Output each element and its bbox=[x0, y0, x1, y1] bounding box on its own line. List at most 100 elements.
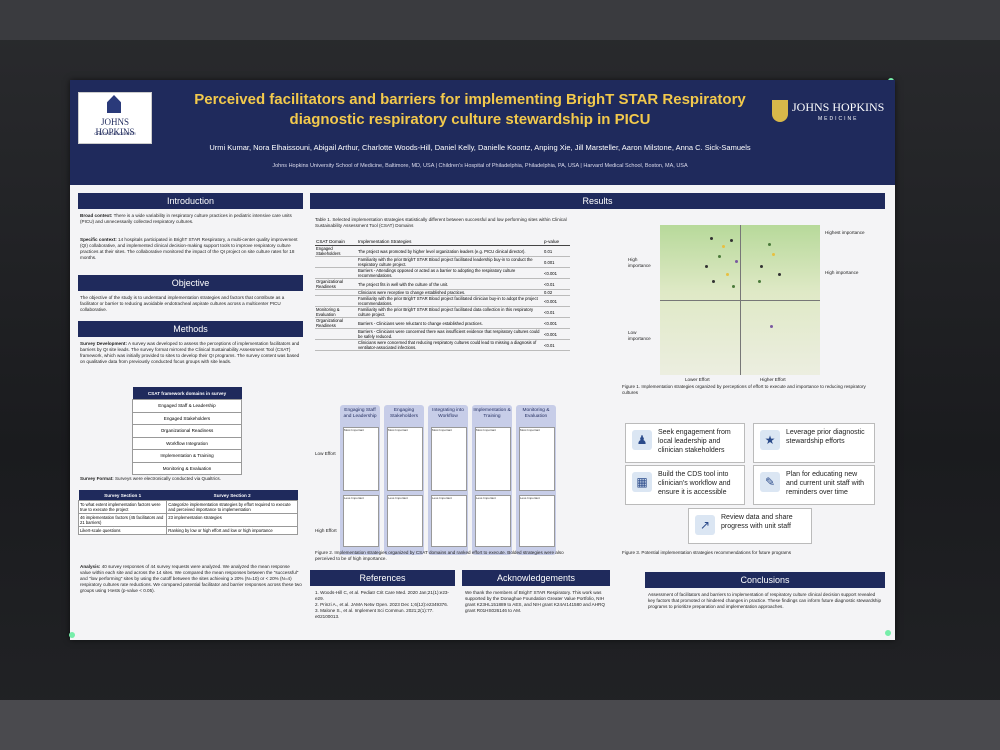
table-cell: 0.02 bbox=[543, 289, 570, 296]
recommendation-card: ↗ Review data and share progress with un… bbox=[688, 508, 812, 544]
table-cell: Barriers - Clinicians were concerned the… bbox=[357, 328, 543, 340]
most-important-box: Most Important bbox=[475, 427, 511, 491]
table-row: Clinicians were receptive to change esta… bbox=[315, 289, 570, 296]
table-row: Organizational Readiness The project fits… bbox=[315, 278, 570, 290]
less-important-box: Less Important bbox=[343, 495, 379, 547]
table-cell: Categorize implementation strategies by … bbox=[166, 500, 298, 514]
intro-specific-context: Specific context: 14 hospitals participa… bbox=[80, 237, 302, 261]
strategy-point bbox=[778, 273, 781, 276]
table-cell: <0.001 bbox=[543, 317, 570, 329]
table-cell: The project was promoted by higher level… bbox=[357, 245, 543, 257]
trend-chart-icon: ↗ bbox=[695, 515, 715, 535]
poster: JOHNS HOPKINS CHILDREN'S CENTER Perceive… bbox=[69, 78, 895, 640]
text: 40 survey responses of 44 survey request… bbox=[80, 564, 302, 593]
table-cell bbox=[315, 328, 357, 340]
table-cell: The project fits in well with the cultur… bbox=[357, 278, 543, 290]
introduction-heading: Introduction bbox=[78, 193, 303, 209]
table-cell: Engaged Staff & Leadership bbox=[132, 399, 242, 413]
fig1-lower-effort-label: Lower Effort bbox=[685, 377, 710, 382]
fig1-low-importance-label: Low importance bbox=[628, 330, 651, 341]
reference-item: 3. Malone S., et al. Implement Sci Commu… bbox=[315, 608, 434, 619]
box-label: Less Important bbox=[388, 496, 408, 500]
strategy-point bbox=[772, 253, 775, 256]
recommendation-card: ✎ Plan for educating new and current uni… bbox=[753, 465, 875, 505]
table-row: Barriers - Attendings opposed or acted a… bbox=[315, 267, 570, 279]
text: There is a wide variability in respirato… bbox=[80, 213, 292, 224]
figure1-quadrant-plot bbox=[660, 225, 820, 375]
people-icon: ♟ bbox=[632, 430, 652, 450]
table-header: Survey Section 2 bbox=[166, 490, 298, 501]
strategy-point bbox=[718, 255, 721, 258]
column-title: Engaging Stakeholders bbox=[390, 408, 418, 419]
table-row: Clinicians were concerned that reducing … bbox=[315, 339, 570, 351]
label: Analysis: bbox=[80, 564, 101, 569]
strategy-point bbox=[732, 285, 735, 288]
table-cell: <0.01 bbox=[543, 278, 570, 290]
box-label: Most Important bbox=[388, 428, 409, 432]
most-important-box: Most Important bbox=[519, 427, 555, 491]
methods-analysis: Analysis: 40 survey responses of 44 surv… bbox=[80, 564, 302, 594]
column-title: Implementation & Training bbox=[473, 408, 511, 419]
table-row: Familiarity with the prior BrighT STAR B… bbox=[315, 256, 570, 268]
csat-domains-table: CSAT framework domains in survey Engaged… bbox=[132, 387, 242, 475]
box-label: Most Important bbox=[520, 428, 541, 432]
table-cell: Familiarity with the prior BrighT STAR B… bbox=[357, 306, 543, 318]
box-label: Less Important bbox=[476, 496, 496, 500]
fig1-highest-importance-label: Highest importance bbox=[825, 230, 865, 235]
group-icon: ★ bbox=[760, 430, 780, 450]
fig1-high-importance-label: High importance bbox=[628, 257, 651, 268]
figure2-csat-columns: Engaging Staff and Leadership Most Impor… bbox=[340, 405, 585, 555]
table-cell bbox=[315, 256, 357, 268]
table-cell: Ranking by low or high effort and low or… bbox=[166, 526, 298, 535]
childrens-center-logo: JOHNS HOPKINS CHILDREN'S CENTER bbox=[78, 92, 152, 144]
most-important-box: Most Important bbox=[343, 427, 379, 491]
strategy-point bbox=[768, 243, 771, 246]
text: Surveys were electronically conducted vi… bbox=[114, 476, 221, 481]
acknowledgements-heading: Acknowledgements bbox=[462, 570, 610, 586]
recommendation-card: ★ Leverage prior diagnostic stewardship … bbox=[753, 423, 875, 463]
strategy-point bbox=[705, 265, 708, 268]
conclusions-text: Assessment of facilitators and barriers … bbox=[648, 592, 882, 609]
acknowledgements-text: We thank the members of BrighT STAR Resp… bbox=[465, 590, 605, 613]
table-cell: Clinicians were concerned that reducing … bbox=[357, 339, 543, 351]
table1: CSAT Domain Implementation Strategies p-… bbox=[315, 238, 570, 351]
table-header: Implementation Strategies bbox=[357, 238, 543, 246]
text: A survey was developed to assess the per… bbox=[80, 341, 300, 364]
table-cell: Familiarity with the prior BrighT STAR B… bbox=[357, 295, 543, 307]
label: Survey Format: bbox=[80, 476, 114, 481]
results-heading: Results bbox=[310, 193, 885, 209]
logo-subtext: MEDICINE bbox=[818, 116, 859, 122]
card-text: Seek engagement from local leadership an… bbox=[658, 429, 731, 454]
pushpin bbox=[885, 630, 891, 636]
monitor-icon: ▦ bbox=[632, 472, 652, 492]
box-label: Less Important bbox=[520, 496, 540, 500]
fig2-column: Engaging Stakeholders Most Important Les… bbox=[384, 405, 424, 555]
label: Survey Development: bbox=[80, 341, 127, 346]
poster-title: Perceived facilitators and barriers for … bbox=[194, 91, 746, 128]
table-cell: Engaged Stakeholders bbox=[315, 245, 357, 257]
fig2-caption: Figure 2. Implementation strategies orga… bbox=[315, 550, 564, 561]
fig2-column: Implementation & Training Most Important… bbox=[472, 405, 512, 555]
table-cell: To what extent implementation factors we… bbox=[77, 500, 168, 514]
most-important-box: Most Important bbox=[431, 427, 467, 491]
box-label: Less Important bbox=[344, 496, 364, 500]
table1-caption: Table 1. Selected implementation strateg… bbox=[315, 217, 567, 228]
strategy-point bbox=[735, 260, 738, 263]
table-row: Engaged Stakeholders The project was prom… bbox=[315, 245, 570, 257]
table-cell: 0.01 bbox=[543, 245, 570, 257]
card-text: Plan for educating new and current unit … bbox=[786, 471, 865, 496]
table-cell: Barriers - Attendings opposed or acted a… bbox=[357, 267, 543, 279]
fig1-higher-effort-label: Higher Effort bbox=[760, 377, 786, 382]
teaching-icon: ✎ bbox=[760, 472, 780, 492]
box-label: Most Important bbox=[432, 428, 453, 432]
table-row: Organizational Readiness Barriers - Clini… bbox=[315, 317, 570, 329]
reference-item: 1. Woods-Hill C, et al. Pediatr Crit Car… bbox=[315, 590, 449, 601]
strategy-point bbox=[722, 245, 725, 248]
table-cell: Barriers - Clinicians were reluctant to … bbox=[357, 317, 543, 329]
survey-format: Survey Format: Surveys were electronical… bbox=[80, 476, 302, 482]
recommendation-card: ▦ Build the CDS tool into clinician's wo… bbox=[625, 465, 745, 505]
less-important-box: Less Important bbox=[475, 495, 511, 547]
methods-heading: Methods bbox=[78, 321, 303, 337]
objective-text: The objective of the study is to underst… bbox=[80, 295, 285, 312]
table-cell: Familiarity with the prior BrighT STAR B… bbox=[357, 256, 543, 268]
